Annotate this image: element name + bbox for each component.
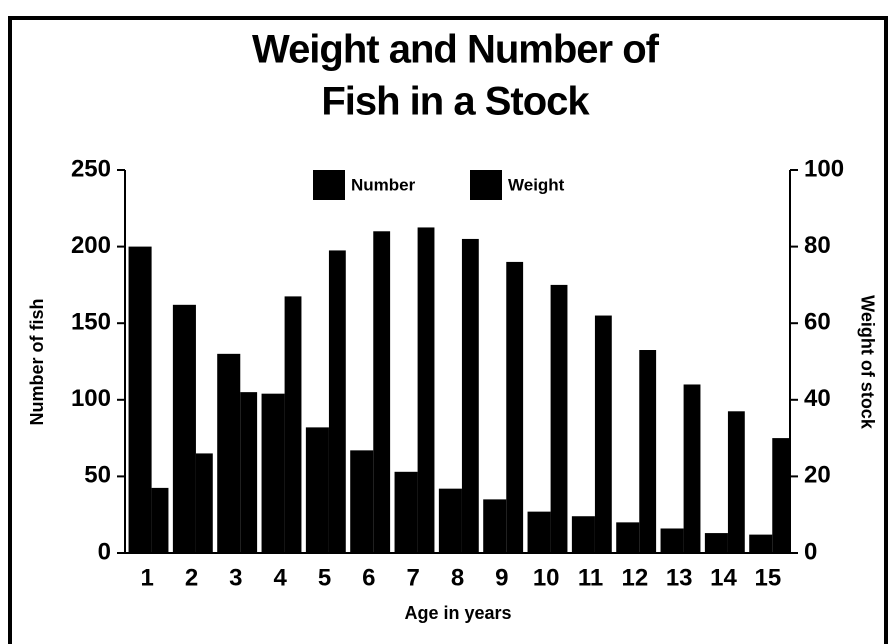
legend-label: Weight — [508, 175, 565, 194]
x-tick-label: 13 — [666, 564, 693, 591]
y-tick-label: 200 — [71, 232, 111, 259]
x-tick-label: 3 — [229, 564, 242, 591]
bar — [172, 304, 196, 553]
bar — [438, 488, 462, 553]
bar — [727, 411, 745, 553]
legend-swatch — [313, 170, 345, 200]
y-tick-label: 250 — [71, 155, 111, 182]
x-tick-label: 7 — [406, 564, 419, 591]
y-tick-label: 50 — [84, 462, 111, 489]
x-tick-label: 15 — [754, 564, 781, 591]
bar — [660, 528, 684, 553]
y2-tick-label: 80 — [804, 232, 831, 259]
bar — [394, 471, 418, 553]
y-tick-label: 0 — [98, 538, 111, 565]
bar — [683, 384, 701, 553]
bar — [217, 353, 241, 553]
y-tick-label: 150 — [71, 309, 111, 336]
y2-axis-label: Weight of stock — [857, 295, 877, 430]
chart-title: Fish in a Stock — [321, 80, 590, 124]
bar — [616, 522, 640, 553]
bar — [151, 487, 169, 553]
bar — [328, 250, 346, 553]
x-tick-label: 10 — [533, 564, 560, 591]
bar — [284, 296, 302, 553]
y2-tick-label: 0 — [804, 538, 817, 565]
bar — [571, 516, 595, 553]
y2-tick-label: 20 — [804, 462, 831, 489]
bar — [373, 231, 391, 553]
bar — [261, 393, 285, 553]
bar — [305, 427, 329, 553]
x-tick-label: 2 — [185, 564, 198, 591]
x-tick-label: 9 — [495, 564, 508, 591]
y2-tick-label: 100 — [804, 155, 844, 182]
x-tick-label: 6 — [362, 564, 375, 591]
bar — [527, 511, 551, 553]
bar — [461, 238, 479, 553]
x-tick-label: 11 — [578, 564, 603, 591]
bar — [240, 392, 258, 553]
bar — [639, 350, 657, 553]
legend-swatch — [470, 170, 502, 200]
bar — [417, 227, 435, 553]
bar — [550, 284, 568, 553]
y2-tick-label: 60 — [804, 309, 831, 336]
x-tick-label: 5 — [318, 564, 331, 591]
legend-label: Number — [351, 175, 416, 194]
bar — [772, 438, 790, 553]
frame — [8, 16, 888, 644]
x-axis-label: Age in years — [404, 603, 511, 623]
y2-tick-label: 40 — [804, 385, 831, 412]
bar — [506, 261, 524, 553]
y-axis-label: Number of fish — [27, 298, 47, 425]
bar — [128, 246, 152, 553]
bar — [350, 450, 374, 553]
y-tick-label: 100 — [71, 385, 111, 412]
x-tick-label: 14 — [710, 564, 737, 591]
chart-title: Weight and Number of — [252, 28, 660, 72]
bar — [749, 534, 773, 553]
bar — [483, 499, 507, 553]
bar — [704, 533, 728, 553]
x-tick-label: 12 — [621, 564, 648, 591]
bar — [594, 315, 612, 553]
x-tick-label: 1 — [140, 564, 153, 591]
x-tick-label: 8 — [451, 564, 464, 591]
x-tick-label: 4 — [273, 564, 287, 591]
bar — [195, 453, 213, 553]
